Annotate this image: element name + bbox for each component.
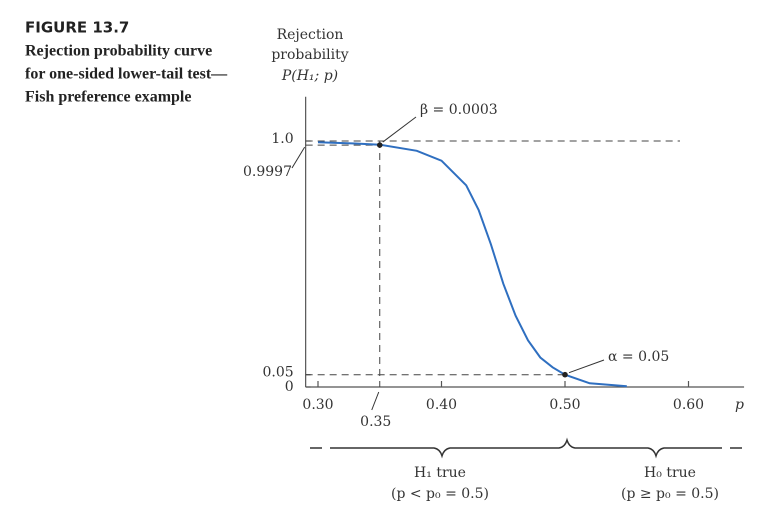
- arrow: [568, 359, 605, 374]
- marker: [376, 142, 383, 148]
- arrow: [371, 391, 380, 411]
- arrow: [291, 146, 306, 169]
- x-axis-label: p: [735, 397, 744, 413]
- annotation: α = 0.05: [608, 349, 669, 365]
- figure-label: FIGURE 13.7: [25, 19, 129, 37]
- y-tick-label: 0: [285, 379, 294, 395]
- chart-title: Rejection probability curve: [25, 43, 212, 60]
- callout-label: 0.9997: [243, 164, 292, 180]
- marker: [562, 371, 568, 378]
- y-axis-label: P(H₁; p): [281, 68, 338, 84]
- region-brace: [310, 437, 742, 459]
- y-axis-label: Rejection: [277, 27, 344, 43]
- x-tick-label: 0.40: [426, 397, 457, 413]
- y-tick-label: 0.05: [262, 365, 293, 381]
- region-label: H₁ true: [414, 465, 466, 481]
- arrow: [382, 116, 417, 143]
- region-condition: (p < p₀ = 0.5): [391, 486, 489, 502]
- region-label: H₀ true: [644, 465, 696, 481]
- callout-label: 0.35: [360, 414, 391, 430]
- region-condition: (p ≥ p₀ = 0.5): [621, 486, 719, 502]
- y-axis-label: probability: [271, 47, 348, 63]
- x-tick-label: 0.30: [302, 397, 333, 413]
- y-tick-label: 1.0: [271, 131, 293, 147]
- chart-title: for one-sided lower-tail test—: [25, 66, 228, 83]
- x-tick-label: 0.60: [673, 397, 704, 413]
- curve: [317, 141, 627, 388]
- chart-title: Fish preference example: [25, 89, 191, 106]
- annotation: β = 0.0003: [420, 102, 498, 118]
- x-tick-label: 0.50: [549, 397, 580, 413]
